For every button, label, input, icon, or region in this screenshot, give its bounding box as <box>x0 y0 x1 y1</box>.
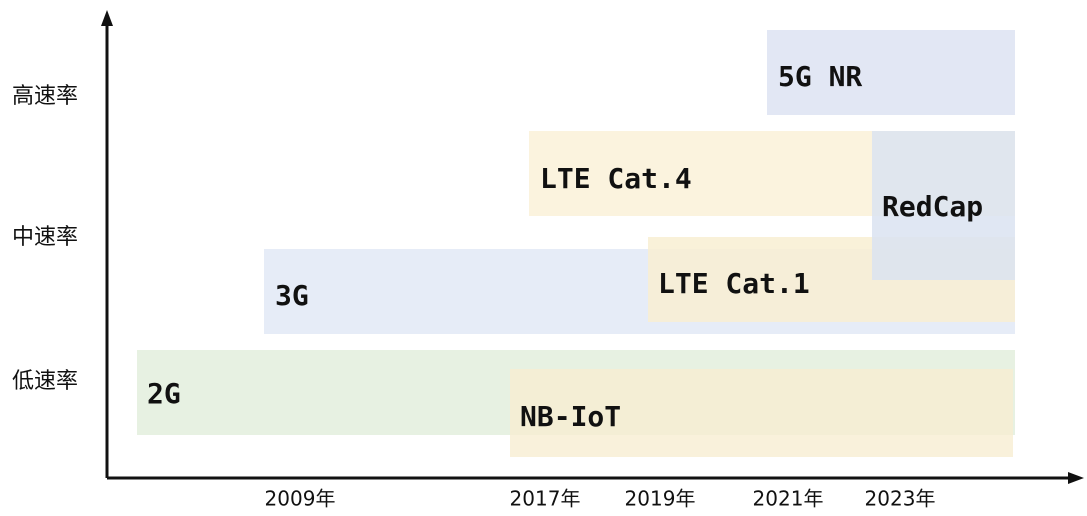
y-labels: 高速率 中速率 低速率 <box>12 84 78 394</box>
x-label: 2017年 <box>510 487 581 511</box>
x-label: 2019年 <box>625 487 696 511</box>
block-label: RedCap <box>882 190 983 223</box>
x-arrow <box>1068 472 1084 484</box>
block-label: LTE Cat.1 <box>658 267 810 300</box>
blocks <box>137 30 1015 457</box>
block-redcap <box>872 131 1015 280</box>
block-label: LTE Cat.4 <box>540 162 692 195</box>
x-label: 2021年 <box>753 487 824 511</box>
block-label: 3G <box>275 279 309 312</box>
y-label: 中速率 <box>12 225 78 250</box>
block-label: 2G <box>147 377 181 410</box>
axes <box>101 10 1084 484</box>
block-nbiot <box>510 369 1013 457</box>
block-label: 5G NR <box>778 60 862 93</box>
y-label: 低速率 <box>12 369 78 394</box>
block-label: NB-IoT <box>520 400 621 433</box>
y-arrow <box>101 10 113 26</box>
y-label: 高速率 <box>12 84 78 109</box>
x-label: 2023年 <box>865 487 936 511</box>
block-5g-nr <box>767 30 1015 115</box>
x-labels: 2009年 2017年 2019年 2021年 2023年 <box>265 487 936 511</box>
block-labels: 2G 3G NB-IoT LTE Cat.4 LTE Cat.1 5G NR R… <box>147 60 983 433</box>
x-label: 2009年 <box>265 487 336 511</box>
